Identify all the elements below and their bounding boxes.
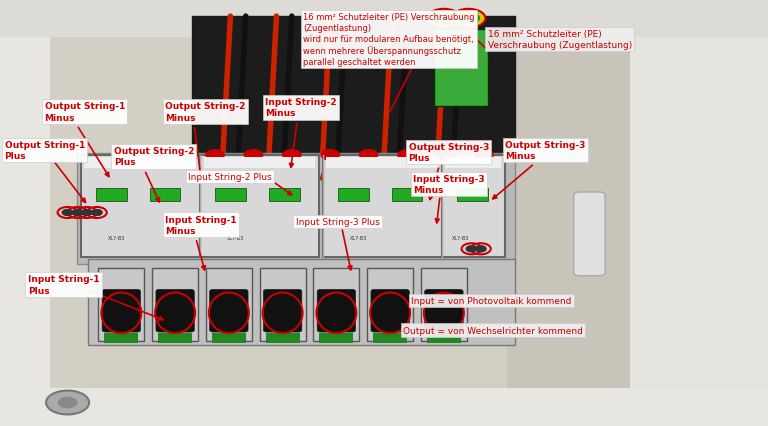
Circle shape [475,150,493,161]
FancyBboxPatch shape [212,334,246,343]
Text: XL7-B3: XL7-B3 [227,236,244,241]
FancyBboxPatch shape [367,268,413,341]
Text: Output String-1
Minus: Output String-1 Minus [45,102,125,122]
FancyBboxPatch shape [104,334,138,343]
Circle shape [452,10,485,29]
FancyBboxPatch shape [434,30,488,106]
Text: XL7-B3: XL7-B3 [452,236,469,241]
Circle shape [81,210,92,216]
Circle shape [244,150,263,161]
Circle shape [475,246,486,252]
Circle shape [398,150,416,161]
Text: Input String-2
Minus: Input String-2 Minus [265,98,336,118]
Text: 16 mm² Schutzleiter (PE)
Verschraubung (Zugentlastung): 16 mm² Schutzleiter (PE) Verschraubung (… [488,30,632,50]
Text: Input String-2 Plus: Input String-2 Plus [188,173,272,181]
FancyBboxPatch shape [206,268,252,341]
FancyBboxPatch shape [96,189,127,201]
FancyBboxPatch shape [425,290,463,332]
Circle shape [466,246,477,252]
FancyBboxPatch shape [210,290,248,332]
FancyBboxPatch shape [0,0,768,38]
Text: Input String-3
Minus: Input String-3 Minus [413,175,485,195]
FancyBboxPatch shape [317,290,356,332]
Circle shape [46,391,89,414]
FancyBboxPatch shape [152,268,198,341]
Text: Input String-1
Plus: Input String-1 Plus [28,275,99,295]
FancyBboxPatch shape [192,17,515,162]
Circle shape [321,150,339,161]
FancyBboxPatch shape [373,334,407,343]
Text: Input String-3 Plus: Input String-3 Plus [296,217,379,226]
Text: Output = von Wechselrichter kommend: Output = von Wechselrichter kommend [403,326,583,335]
Circle shape [427,10,461,29]
Text: Output String-3
Minus: Output String-3 Minus [505,141,586,161]
FancyBboxPatch shape [392,189,422,201]
FancyBboxPatch shape [150,189,180,201]
FancyBboxPatch shape [263,290,302,332]
Text: Input String-1
Minus: Input String-1 Minus [165,215,237,235]
Text: Output String-3
Plus: Output String-3 Plus [409,143,489,163]
FancyBboxPatch shape [319,334,353,343]
Text: XL7-B3: XL7-B3 [108,236,125,241]
Circle shape [458,13,479,25]
FancyBboxPatch shape [323,155,442,258]
FancyBboxPatch shape [574,193,605,276]
FancyBboxPatch shape [266,334,300,343]
FancyBboxPatch shape [260,268,306,341]
FancyBboxPatch shape [77,153,515,264]
FancyBboxPatch shape [81,155,200,258]
FancyBboxPatch shape [102,290,141,332]
FancyBboxPatch shape [442,155,505,258]
Circle shape [433,13,455,25]
FancyBboxPatch shape [507,38,630,388]
Text: Output String-2
Minus: Output String-2 Minus [165,102,246,122]
Circle shape [72,210,83,216]
FancyBboxPatch shape [98,268,144,341]
FancyBboxPatch shape [0,388,768,426]
FancyBboxPatch shape [326,158,438,168]
FancyBboxPatch shape [215,189,246,201]
Circle shape [436,150,455,161]
FancyBboxPatch shape [88,260,515,345]
FancyBboxPatch shape [158,334,192,343]
FancyBboxPatch shape [313,268,359,341]
Text: Input = von Photovoltaik kommend: Input = von Photovoltaik kommend [411,296,571,305]
FancyBboxPatch shape [630,0,768,426]
FancyBboxPatch shape [204,158,315,168]
Circle shape [359,150,378,161]
FancyBboxPatch shape [421,268,467,341]
FancyBboxPatch shape [427,334,461,343]
FancyBboxPatch shape [200,155,319,258]
FancyBboxPatch shape [0,0,50,426]
Circle shape [206,150,224,161]
Circle shape [62,210,73,216]
Circle shape [58,397,77,408]
FancyBboxPatch shape [84,158,196,168]
FancyBboxPatch shape [156,290,194,332]
Text: XL7-B3: XL7-B3 [349,236,367,241]
FancyBboxPatch shape [457,189,488,201]
FancyBboxPatch shape [338,189,369,201]
Text: Output String-2
Plus: Output String-2 Plus [114,147,194,167]
Circle shape [91,210,102,216]
FancyBboxPatch shape [269,189,300,201]
Text: 16 mm² Schutzleiter (PE) Verschraubung
(Zugentlastung)
wird nur für modularen Au: 16 mm² Schutzleiter (PE) Verschraubung (… [303,13,475,67]
Text: Output String-1
Plus: Output String-1 Plus [5,141,85,161]
FancyBboxPatch shape [445,158,501,168]
Circle shape [283,150,301,161]
FancyBboxPatch shape [50,38,630,388]
FancyBboxPatch shape [371,290,409,332]
